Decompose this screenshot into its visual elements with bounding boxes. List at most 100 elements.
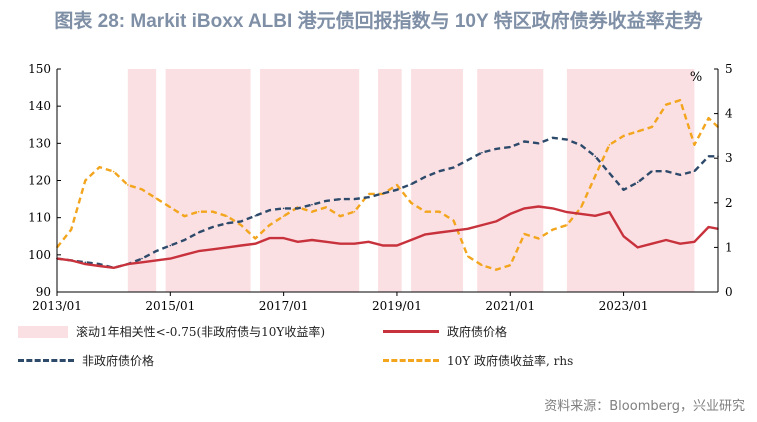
left-tick-label-2: 110: [28, 211, 51, 225]
chart-canvas: 90 100 110 120 130 140 150 0 1 2 3 4 5% 2013/01 2015/0…: [28, 62, 733, 313]
series-0-point-30: [481, 224, 483, 226]
legend-gov-price: 政府债价格: [383, 323, 507, 340]
series-0-point-42: [651, 242, 653, 245]
series-0-point-17: [296, 241, 299, 243]
shaded-period-2: [260, 69, 360, 292]
legend-yield: 10Y 政府债收益率, rhs: [383, 352, 573, 369]
series-2-point-40: [622, 135, 625, 137]
series-1-point-22: [367, 196, 370, 199]
series-1-point-36: [566, 138, 568, 141]
series-1-point-15: [268, 209, 271, 212]
left-tick-label-6: 150: [28, 62, 51, 76]
series-2-point-13: [240, 224, 242, 226]
series-1-point-30: [481, 151, 483, 154]
series-1-point-45: [693, 170, 696, 173]
series-2-point-1: [70, 228, 72, 231]
series-1-point-2: [84, 261, 87, 264]
series-0-point-19: [325, 241, 327, 243]
series-1-point-25: [410, 183, 412, 186]
series-0-point-1: [70, 259, 72, 262]
series-1-point-29: [466, 159, 469, 161]
shaded-period-6: [566, 69, 695, 292]
series-2-point-28: [452, 219, 455, 222]
shaded-period-1: [165, 69, 251, 292]
series-1-point-12: [226, 222, 228, 225]
left-tick-label-3: 120: [28, 174, 51, 188]
series-2-point-35: [551, 228, 554, 231]
x-tick-label-5: 2023/01: [599, 299, 649, 313]
series-0-point-35: [551, 207, 554, 210]
series-0-point-21: [353, 242, 356, 245]
series-0-point-33: [523, 207, 526, 210]
shaded-period-5: [477, 69, 544, 292]
shaded-period-0: [127, 69, 157, 292]
source-note: 资料来源：Bloomberg，兴业研究: [544, 399, 745, 414]
series-1-point-31: [495, 148, 497, 150]
series-0-point-41: [636, 246, 639, 249]
series-1-point-19: [325, 200, 327, 202]
shaded-period-4: [411, 69, 464, 292]
legend-correlation-label: 滚动1年相关性<-0.75(非政府债与10Y收益率): [76, 325, 326, 339]
series-2-point-41: [636, 130, 639, 133]
series-1-point-33: [523, 140, 526, 143]
series-0-point-26: [424, 233, 427, 236]
series-2-point-5: [127, 184, 129, 186]
series-1-point-8: [169, 244, 172, 247]
series-2-point-4: [112, 170, 115, 173]
series-2-point-21: [353, 210, 356, 213]
series-1-point-35: [551, 136, 554, 139]
series-1-point-46: [707, 155, 710, 158]
series-1-point-41: [636, 181, 639, 184]
left-tick-label-5: 140: [28, 99, 51, 113]
series-1-point-11: [212, 226, 214, 228]
series-0-point-7: [155, 259, 157, 262]
series-2-point-14: [254, 237, 257, 240]
series-1-point-7: [155, 250, 157, 252]
series-1-point-23: [381, 192, 384, 195]
shaded-period-3: [378, 69, 402, 292]
series-0-point-10: [197, 250, 200, 252]
series-0-point-2: [84, 263, 87, 265]
series-0-point-46: [707, 226, 710, 228]
series-0-point-37: [580, 213, 582, 215]
series-0-point-15: [268, 237, 271, 239]
left-tick-label-0: 90: [36, 285, 51, 299]
series-2-point-33: [523, 233, 526, 235]
legend-nongov-label: 非政府债价格: [82, 354, 155, 368]
series-0-point-43: [665, 239, 667, 241]
legend-correlation: 滚动1年相关性<-0.75(非政府债与10Y收益率): [18, 323, 325, 340]
series-0-point-44: [679, 242, 682, 245]
series-1-point-42: [651, 170, 653, 173]
x-tick-label-0: 2013/01: [32, 299, 82, 313]
series-2-point-18: [311, 210, 313, 213]
series-0-point-39: [608, 211, 611, 213]
series-2-point-36: [566, 224, 568, 226]
series-0-point-28: [452, 229, 455, 232]
series-2-point-12: [226, 215, 228, 217]
series-0-point-12: [226, 246, 228, 249]
series-2-point-15: [268, 224, 271, 226]
series-2-point-43: [665, 103, 667, 106]
series-0-point-23: [381, 244, 384, 247]
series-0-point-40: [622, 235, 625, 238]
chart-title: 图表 28: Markit iBoxx ALBI 港元债回报指数与 10Y 特区…: [54, 11, 703, 32]
x-tick-label-2: 2017/01: [259, 299, 309, 313]
series-1-point-10: [197, 231, 200, 234]
x-tick-label-4: 2021/01: [485, 299, 535, 313]
right-tick-label-0: 0: [725, 285, 733, 299]
series-2-point-29: [466, 255, 469, 258]
series-2-point-7: [155, 197, 157, 200]
series-1-point-38: [594, 155, 597, 158]
right-tick-label-3: 3: [725, 151, 733, 165]
series-0-point-25: [410, 239, 412, 241]
x-tick-label-3: 2019/01: [372, 299, 422, 313]
series-1-point-39: [608, 172, 611, 174]
series-layer: [56, 98, 719, 271]
series-2-point-25: [410, 202, 412, 204]
series-0-point-29: [466, 228, 469, 230]
legend-shade-swatch: [18, 325, 68, 338]
series-1-point-6: [141, 257, 143, 260]
right-tick-label-1: 1: [725, 240, 733, 254]
series-2-point-3: [98, 166, 101, 168]
series-1-point-43: [665, 170, 667, 173]
